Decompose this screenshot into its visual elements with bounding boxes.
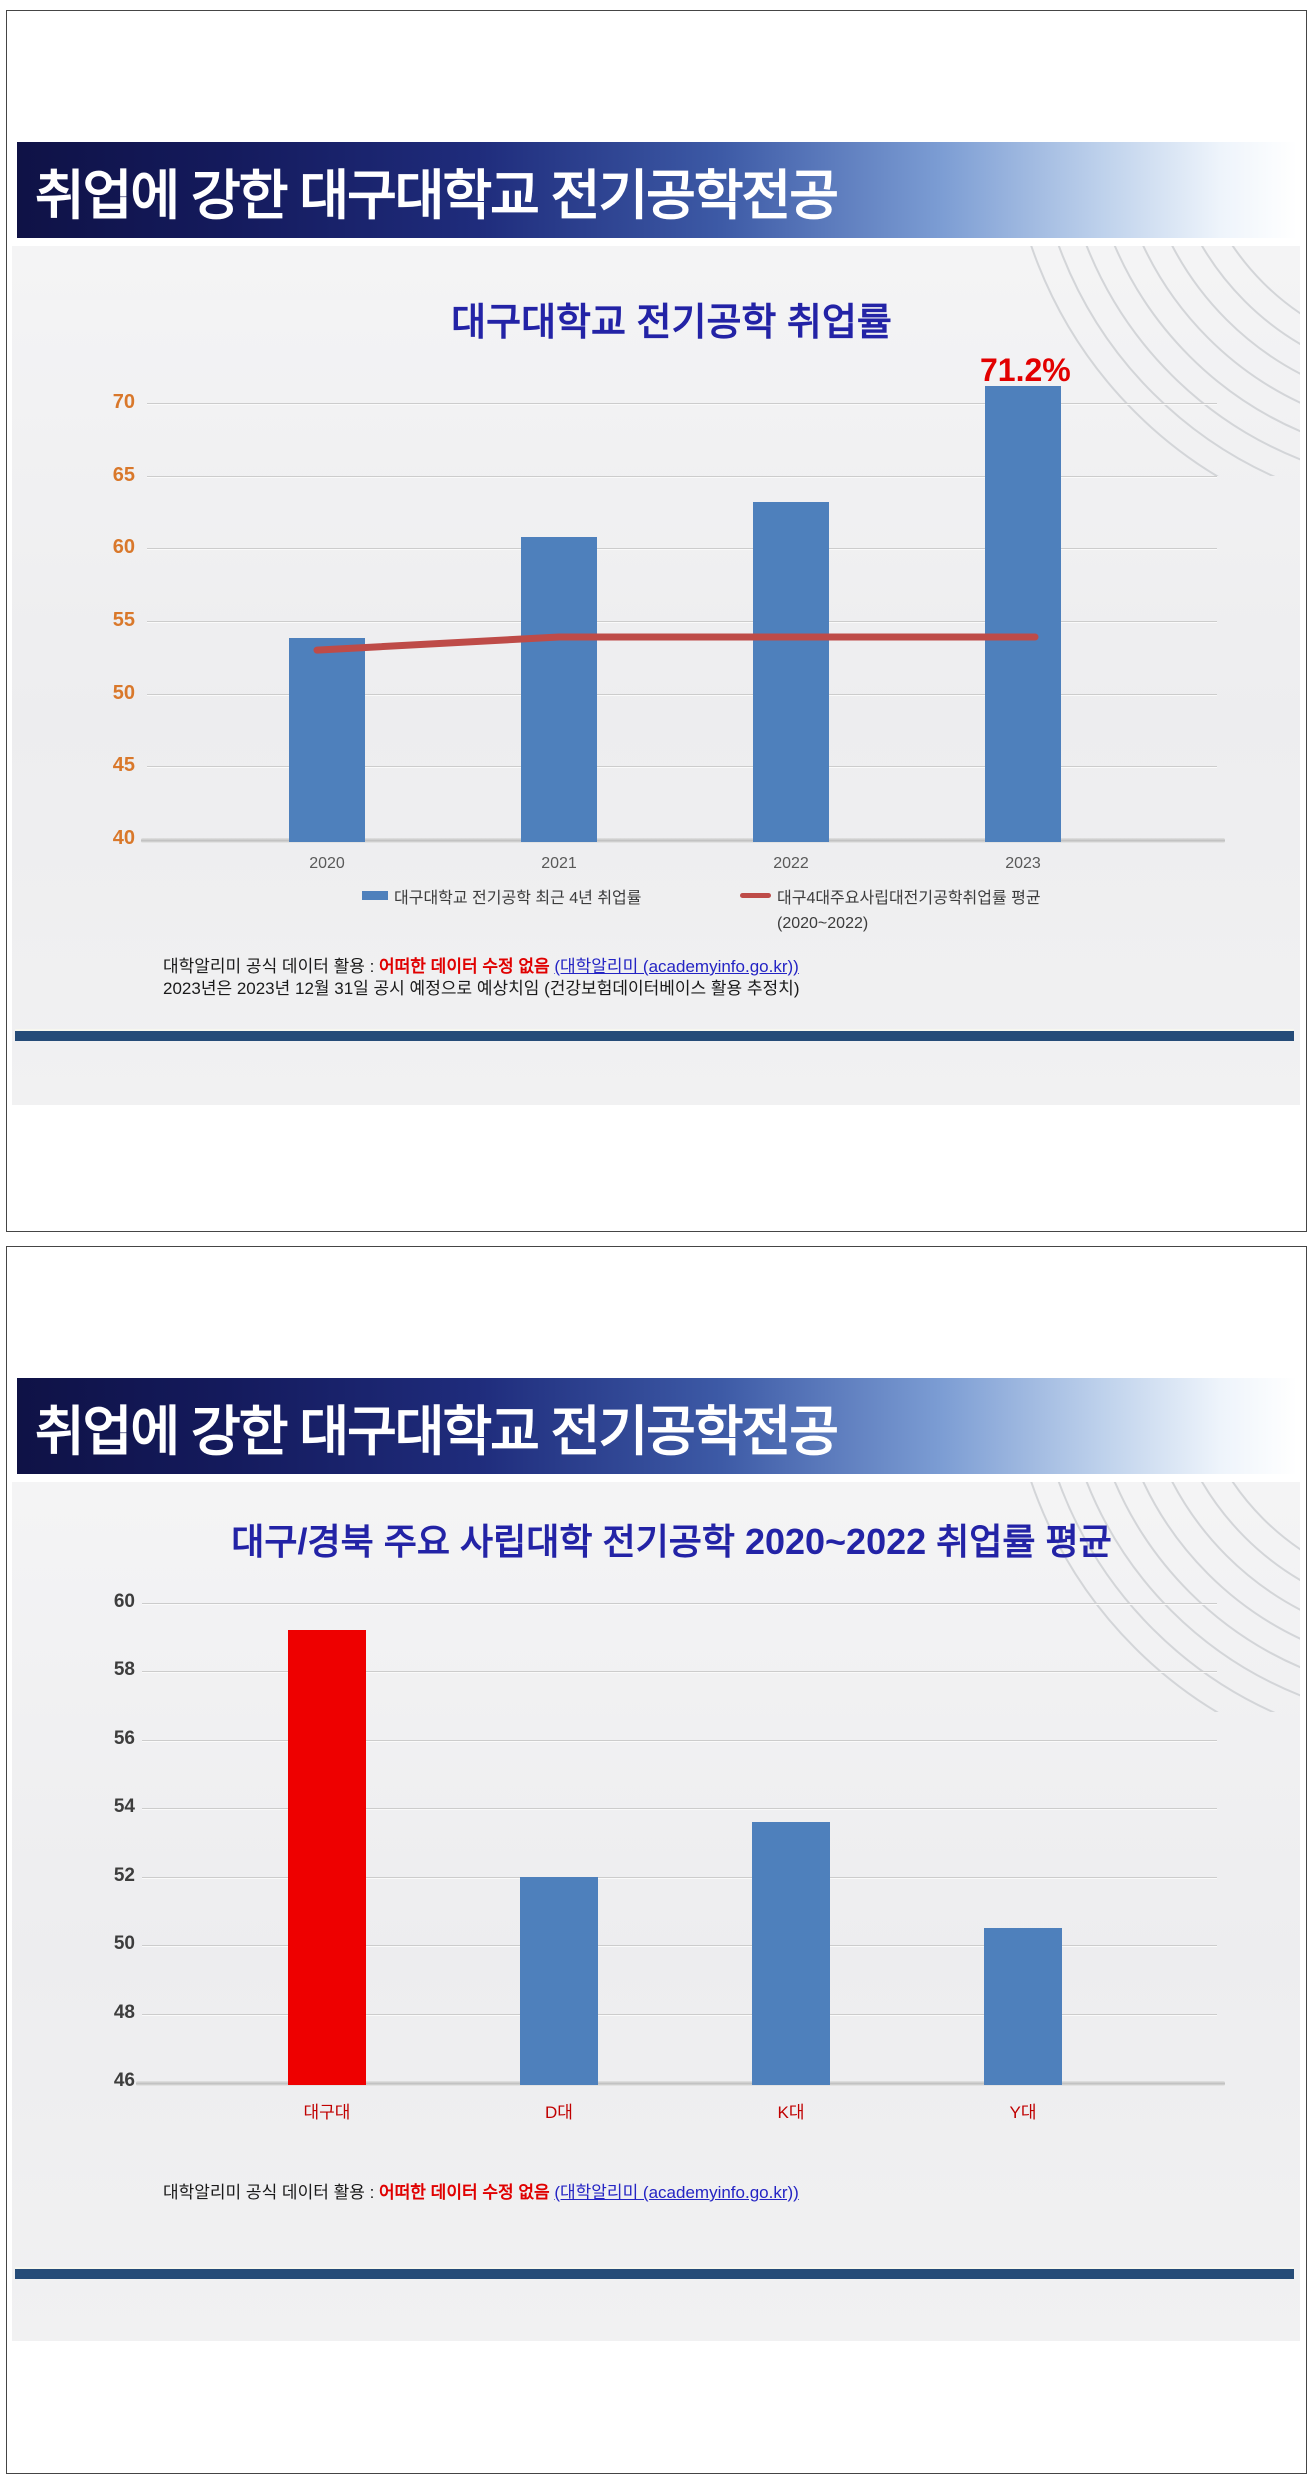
gridline [142, 1739, 1217, 1741]
legend-bar-swatch [362, 891, 388, 900]
x-axis-label-2020: 2020 [309, 855, 345, 872]
gridline [142, 1945, 1217, 1947]
x-axis-label-Y대: Y대 [1009, 2103, 1037, 2122]
slide-1: 취업에 강한 대구대학교 전기공학전공 대구대학교 전기공학 취업률 70 65 6… [6, 10, 1307, 1232]
x-axis-line [136, 2081, 1225, 2086]
slide-title-text: 취업에 강한 대구대학교 전기공학전공 [35, 1401, 839, 1462]
gridline [142, 1808, 1217, 1810]
footnote-prefix: 대학알리미 공식 데이터 활용 : [163, 2183, 380, 2202]
slide-title-text: 취업에 강한 대구대학교 전기공학전공 [35, 165, 839, 226]
bar-2021 [521, 536, 597, 842]
y-axis-label: 45 [112, 754, 135, 777]
academyinfo-link[interactable]: (대학알리미 (academyinfo.go.kr)) [554, 957, 799, 976]
bar-D대 [520, 1876, 598, 2085]
y-axis-label: 54 [113, 1796, 135, 1818]
x-axis-line [141, 838, 1225, 843]
slide-2: 취업에 강한 대구대학교 전기공학전공 대구/경북 주요 사립대학 전기공학 2… [6, 1246, 1307, 2474]
bar-Y대 [984, 1928, 1062, 2085]
y-axis-label: 70 [112, 391, 135, 413]
bottom-rule [15, 2269, 1294, 2279]
footnote-emphasis: 어떠한 데이터 수정 없음 [379, 957, 550, 976]
x-axis-label-K대: K대 [777, 2103, 805, 2122]
slide-title-bar: 취업에 강한 대구대학교 전기공학전공 [17, 1378, 1297, 1474]
bottom-rule [15, 1031, 1294, 1041]
x-axis-label-대구대: 대구대 [303, 2103, 351, 2122]
y-axis-label: 60 [113, 1591, 135, 1612]
data-label-2023: 71.2% [980, 352, 1071, 388]
employment-rate-chart: 70 65 60 55 50 45 40 2020 2021 2022 2023 [7, 11, 1306, 1231]
legend-bar-label: 대구대학교 전기공학 최근 4년 취업률 [394, 890, 642, 907]
legend-line-swatch [740, 893, 771, 898]
footnote-emphasis: 어떠한 데이터 수정 없음 [379, 2183, 550, 2202]
footnote-line-1: 대학알리미 공식 데이터 활용 : 어떠한 데이터 수정 없음 (대학알리미 (… [163, 952, 799, 977]
gridline [147, 548, 1217, 550]
bar-2020 [289, 638, 365, 842]
chart-title: 대구대학교 전기공학 취업률 [451, 302, 892, 344]
gridline [147, 621, 1217, 622]
y-axis-label: 50 [112, 681, 135, 704]
y-axis-label: 56 [113, 1727, 135, 1749]
bar-대구대 [288, 1630, 366, 2085]
y-axis-label: 40 [112, 827, 135, 849]
gridline [142, 1876, 1217, 1878]
footnote-line-1: 대학알리미 공식 데이터 활용 : 어떠한 데이터 수정 없음 (대학알리미 (… [163, 2178, 799, 2203]
footnote-line-2: 2023년은 2023년 12월 31일 공시 예정으로 예상치임 (건강보험데… [163, 979, 800, 998]
university-comparison-chart: 60 58 56 54 52 50 48 46 대구대 D대 K대 Y대 [7, 1247, 1306, 2473]
gridline [142, 1603, 1217, 1604]
gridline [147, 693, 1217, 695]
y-axis-label: 48 [113, 2001, 135, 2023]
y-axis-label: 58 [113, 1659, 135, 1681]
chart-panel [12, 1482, 1300, 2341]
gridline [142, 2013, 1217, 2015]
y-axis-label: 52 [113, 1864, 135, 1886]
y-axis-label: 46 [113, 2070, 135, 2091]
legend-line-sublabel: (2020~2022) [777, 915, 869, 932]
bar-K대 [752, 1821, 830, 2085]
y-axis-label: 50 [113, 1933, 135, 1955]
bar-2022 [753, 501, 829, 842]
gridline [147, 403, 1217, 404]
bar-2023 [985, 385, 1061, 842]
footnote-prefix: 대학알리미 공식 데이터 활용 : [163, 957, 380, 976]
chart-title: 대구/경북 주요 사립대학 전기공학 2020~2022 취업률 평균 [231, 1521, 1112, 1562]
y-axis-label: 60 [112, 536, 135, 559]
gridline [147, 475, 1217, 477]
y-axis-label: 55 [112, 609, 135, 631]
slide-title-bar: 취업에 강한 대구대학교 전기공학전공 [17, 142, 1297, 238]
gridline [142, 1671, 1217, 1673]
legend-line-label: 대구4대주요사립대전기공학취업률 평균 [777, 890, 1041, 907]
x-axis-label-2023: 2023 [1005, 855, 1041, 872]
gridline [147, 766, 1217, 768]
chart-panel [12, 246, 1300, 1105]
x-axis-label-2021: 2021 [541, 855, 577, 872]
x-axis-label-2022: 2022 [773, 855, 809, 872]
y-axis-label: 65 [112, 463, 135, 486]
x-axis-label-D대: D대 [545, 2103, 573, 2122]
academyinfo-link[interactable]: (대학알리미 (academyinfo.go.kr)) [554, 2183, 799, 2202]
